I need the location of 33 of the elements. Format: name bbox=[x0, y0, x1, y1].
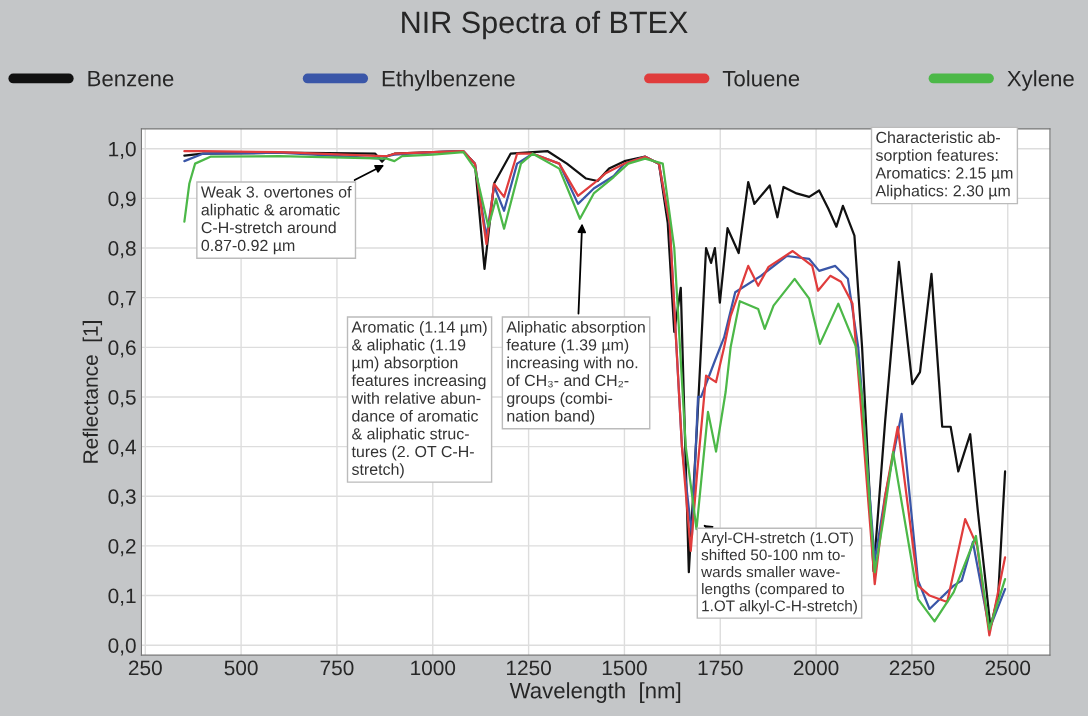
legend-label: Toluene bbox=[722, 70, 800, 87]
y-tick-label: 0,6 bbox=[108, 340, 136, 358]
y-tick-label: 0,7 bbox=[108, 290, 136, 308]
y-tick-label: 0,4 bbox=[108, 439, 136, 457]
y-tick-label: 0,3 bbox=[108, 489, 136, 507]
y-tick-label: 0,5 bbox=[108, 389, 136, 408]
x-tick-label: 250 bbox=[128, 660, 162, 676]
x-tick-label: 1500 bbox=[602, 660, 647, 676]
annotation: Aliphatic absorption feature (1.39 µm) increasing with no. of CH₃- and CH₂- groups (combi- nation band) bbox=[506, 321, 645, 425]
y-tick-label: 1,0 bbox=[109, 141, 136, 159]
annotation: Weak 3. overtones of aliphatic & aromatic C-H-stretch around 0.87-0.92 µm bbox=[200, 185, 352, 255]
y-axis-title: Reflectance [1] bbox=[82, 321, 103, 463]
x-tick-label: 500 bbox=[224, 660, 258, 676]
x-tick-label: 1000 bbox=[411, 660, 456, 676]
annotation: Aryl-CH-stretch (1.OT) shifted 50-100 nm to- wards smaller wave- lengths (compared to 1.OT alkyl-C-H-stretch) bbox=[701, 532, 857, 615]
text: Aromatic (1.14 µm) & aliphatic (1.19 µm) absorption features increasing with relative abun- dance of aromatic & aliphatic struc- tures (2. OT C-H- stretch) bbox=[351, 321, 487, 479]
x-tick-label: 750 bbox=[320, 660, 354, 676]
x-tick-label: 2000 bbox=[793, 660, 839, 676]
y-tick-label: 0,8 bbox=[108, 241, 136, 259]
x-tick-label: 2250 bbox=[889, 660, 935, 676]
x-tick-label: 2500 bbox=[985, 660, 1031, 676]
y-tick-label: 0,1 bbox=[108, 588, 136, 606]
legend-label: Ethylbenzene bbox=[382, 70, 515, 91]
y-tick-label: 0,2 bbox=[108, 538, 136, 557]
x-tick-label: 1250 bbox=[507, 660, 551, 676]
annotation: Characteristic ab- sorption features: Aromatics: 2.15 µm Aliphatics: 2.30 µm bbox=[875, 131, 1013, 200]
x-axis-title: Wavelength [nm] bbox=[509, 682, 681, 703]
y-tick-label: 0,0 bbox=[108, 638, 136, 656]
x-tick-label: 1750 bbox=[698, 660, 743, 676]
legend-label: Benzene bbox=[88, 70, 174, 87]
chart-title: NIR Spectra of BTEX bbox=[402, 10, 688, 40]
legend-label: Xylene bbox=[1007, 70, 1074, 91]
y-tick-label: 0,9 bbox=[108, 191, 136, 209]
